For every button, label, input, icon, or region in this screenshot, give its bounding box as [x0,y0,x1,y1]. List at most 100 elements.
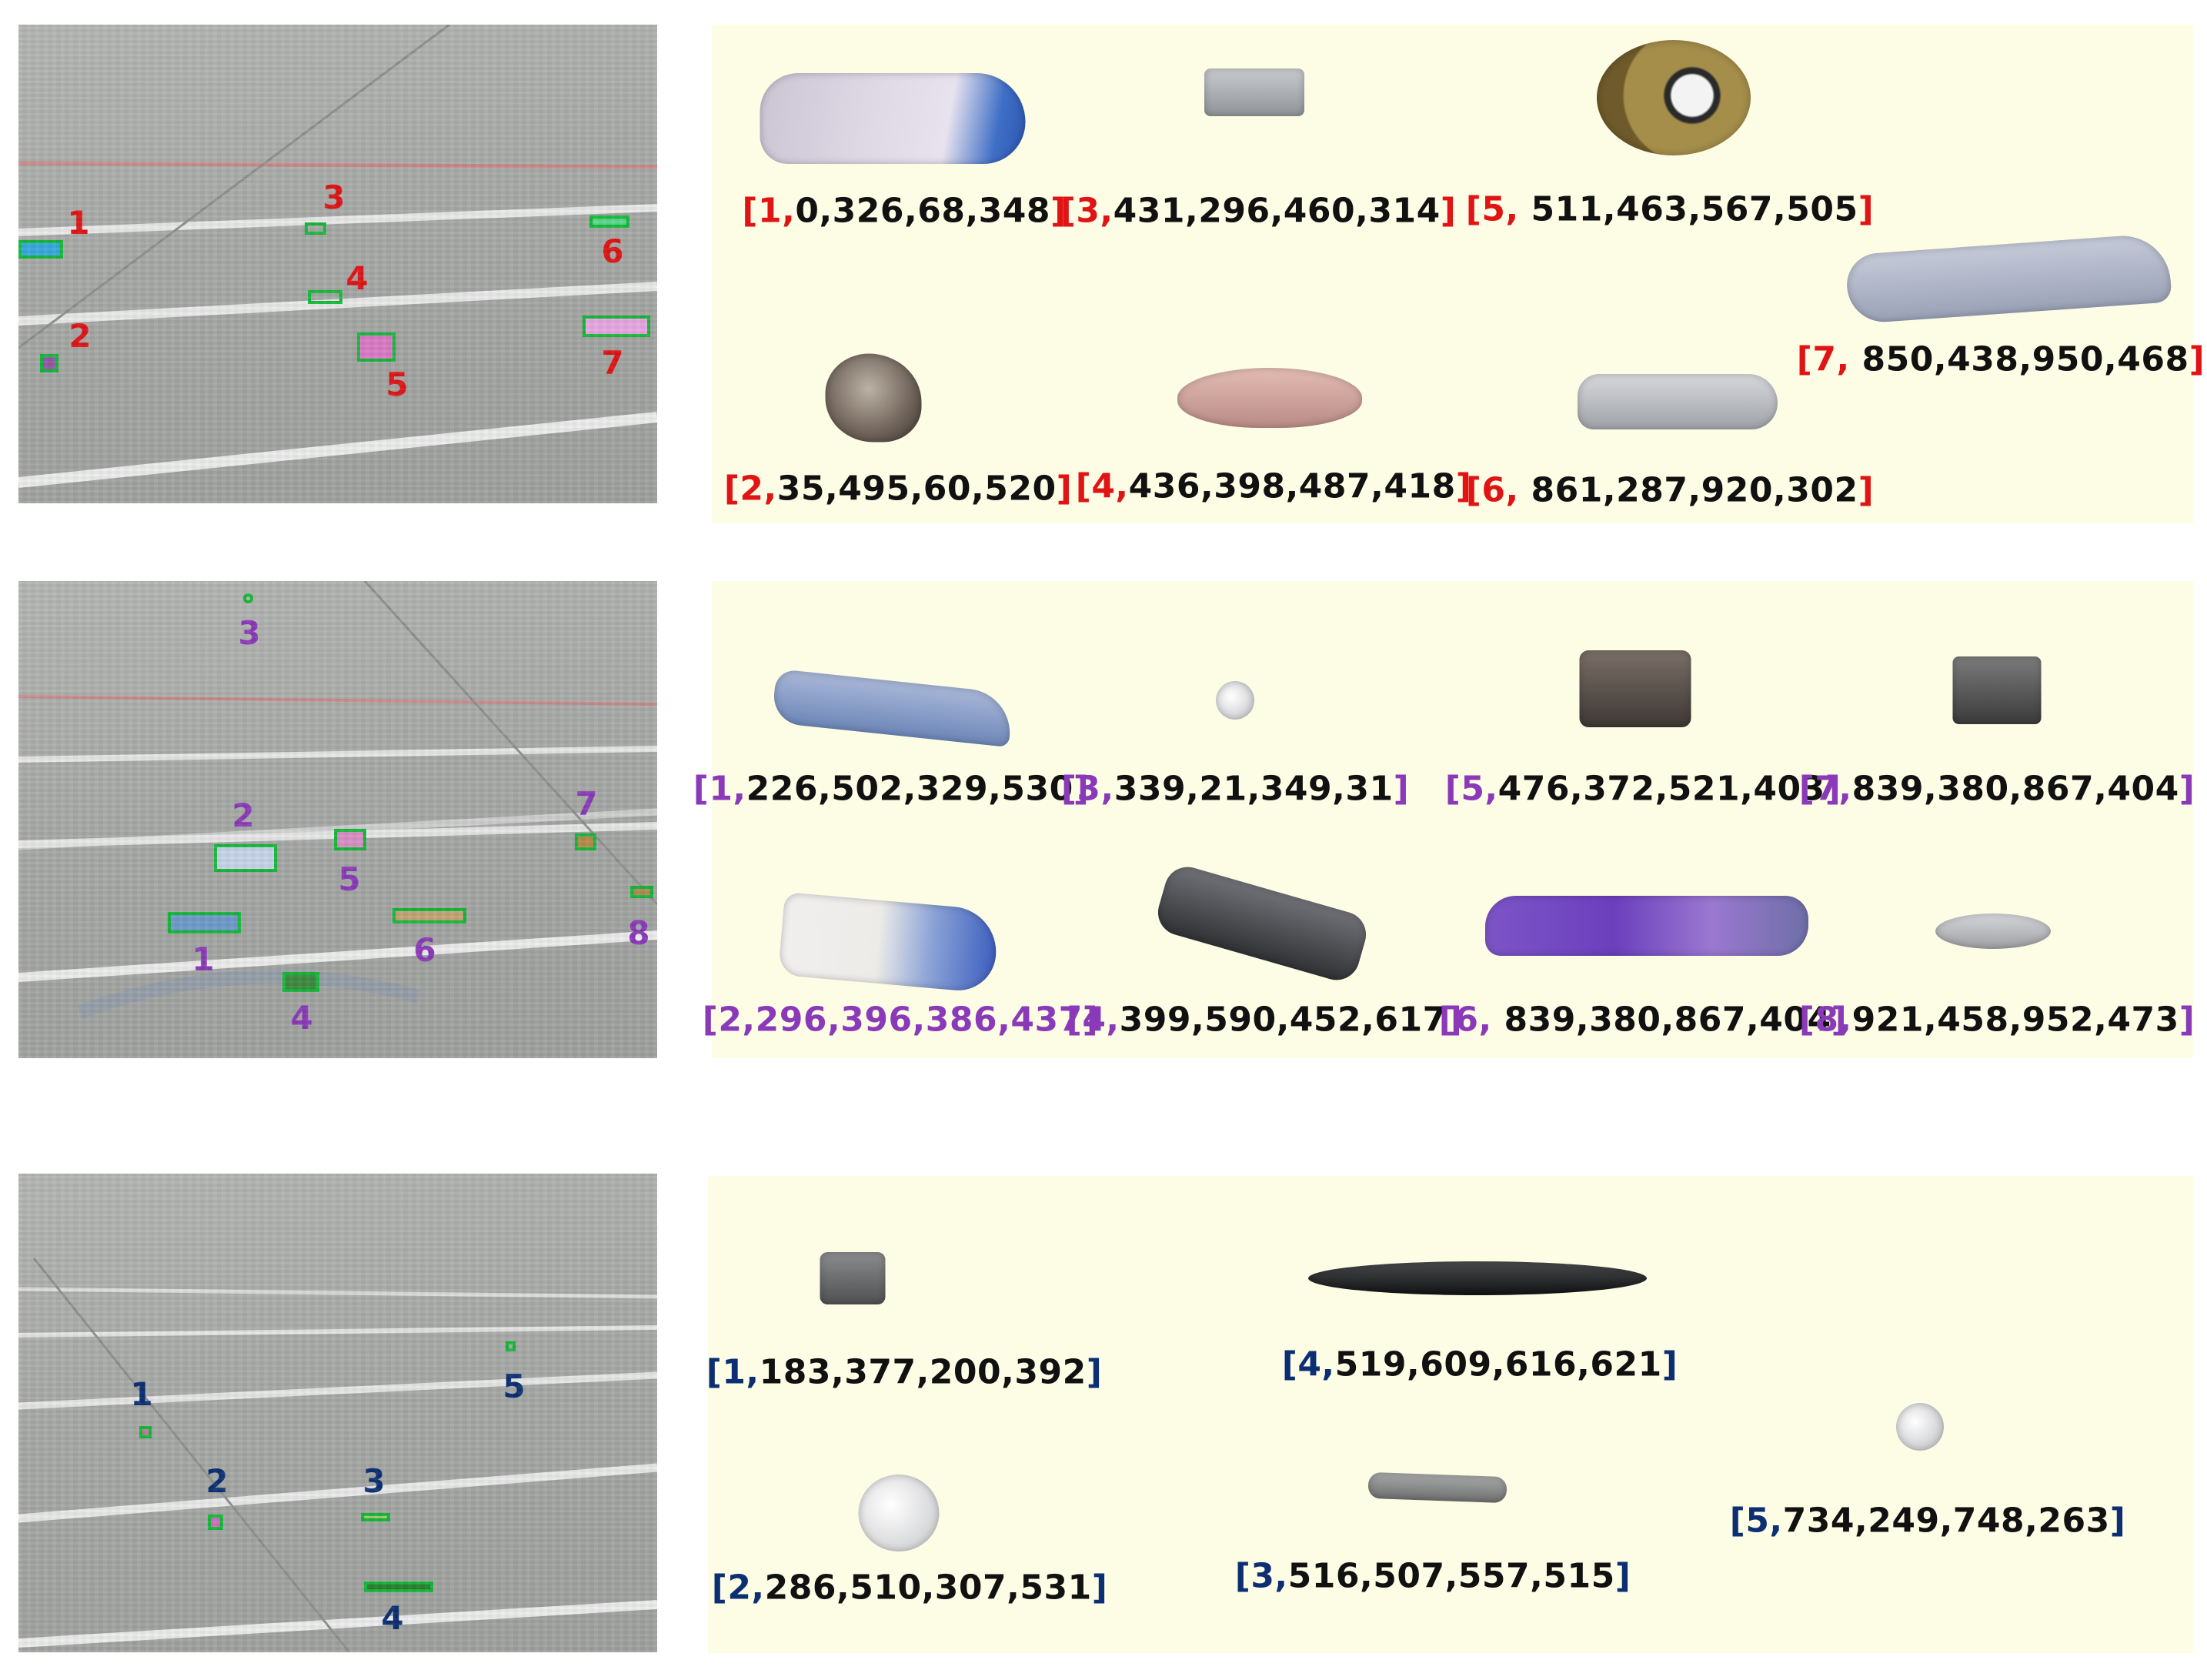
crop-panel-3: [1,183,377,200,392] [4,519,609,616,621] … [706,1176,2193,1653]
label-coords: 734,249,748,263 [1782,1501,2110,1541]
label-open-bracket: [ [1465,189,1482,229]
label-id: 3, [1250,1556,1288,1596]
debris-crop [1152,861,1372,986]
label-coords: 519,609,616,621 [1334,1344,1662,1384]
label-open-bracket: [ [1281,1344,1298,1384]
coords-label: [5,734,249,748,263] [1730,1501,2126,1541]
label-open-bracket: [ [1798,769,1815,809]
debris-crop [1896,1403,1944,1451]
runway-photo-2: 1 2 3 4 5 6 7 8 [18,581,657,1058]
label-open-bracket: [ [1729,1501,1746,1541]
label-id: 1, [709,769,746,809]
label-close-bracket: ] [2109,1501,2126,1541]
label-open-bracket: [ [711,1568,728,1608]
debris-crop [1367,1471,1508,1504]
marker-number: 2 [205,1462,229,1500]
coords-label: [2,286,510,307,531] [712,1568,1108,1608]
label-id: 2, [727,1568,765,1608]
debris-crop [1597,40,1751,155]
marker-number: 6 [413,931,436,969]
crop-panel-2: [1,226,502,329,530] [3,339,21,349,31] [5… [693,581,2195,1058]
marker-number: 6 [601,232,624,270]
debris-box-1 [139,1426,152,1438]
label-close-bracket: ] [1446,1000,1463,1040]
debris-box-7 [575,833,596,850]
debris-box-5 [357,332,396,362]
label-close-bracket: ] [1086,1352,1103,1392]
label-close-bracket: ] [1661,1344,1678,1384]
label-id: 3, [1077,769,1114,809]
label-open-bracket: [ [1060,191,1077,231]
coords-label: [6, 861,287,920,302] [1466,471,1874,510]
label-id: 6, [1481,470,1519,510]
marker-number: 7 [601,344,624,382]
coords-label: [5, 511,463,567,505] [1466,190,1874,229]
runway-markings [18,581,657,1019]
label-close-bracket: ] [1614,1556,1631,1596]
coords-label: [2,35,495,60,520] [724,469,1072,509]
label-open-bracket: [ [1066,1000,1083,1040]
debris-crop [1952,656,2042,724]
coords-label: [3,339,21,349,31] [1061,770,1409,809]
label-coords: 0,326,68,348 [795,191,1051,231]
coords-label: [7,839,380,867,404] [1799,770,2195,809]
debris-crop [1204,68,1304,116]
label-id: 4, [1082,1000,1120,1040]
debris-box-6 [392,908,466,923]
label-open-bracket: [ [1075,466,1092,506]
debris-box-5 [334,829,366,850]
runway-photo-1: 1 2 3 4 5 6 7 [18,25,657,503]
debris-crop [825,353,922,443]
marker-number: 2 [68,317,92,355]
label-open-bracket: [ [1444,769,1461,809]
label-coords: 183,377,200,392 [759,1352,1087,1392]
label-open-bracket: [ [693,769,710,809]
label-coords: 850,438,950,468 [1849,339,2189,379]
label-id: 6, [1454,1000,1492,1040]
label-open-bracket: [ [723,469,740,509]
label-id: 8, [1815,1000,1852,1040]
label-coords: 476,372,521,403 [1497,769,1825,809]
marker-number: 4 [381,1599,404,1637]
label-id: 7, [1815,769,1852,809]
runway-photo-3: 1 2 3 4 5 [18,1174,657,1652]
label-id: 2,296,396,386,437 [718,1000,1083,1040]
debris-crop [1177,368,1362,428]
coords-label: [1,226,502,329,530] [693,770,1090,809]
marker-number: 2 [232,797,255,834]
coords-label: [3,516,507,557,515] [1235,1557,1631,1596]
debris-box-6 [589,215,629,228]
label-id: 5, [1745,1501,1783,1541]
label-id: 3, [1076,191,1114,231]
coords-label: [4,399,590,452,617] [1067,1000,1463,1040]
label-close-bracket: ] [1858,470,1875,510]
marker-number: 5 [503,1368,526,1405]
label-open-bracket: [ [1234,1556,1251,1596]
label-coords: 839,380,867,404 [1851,769,2179,809]
label-close-bracket: ] [1440,191,1457,231]
label-open-bracket: [ [1438,1000,1455,1040]
debris-crop [1579,650,1691,727]
marker-number: 4 [290,999,313,1037]
label-open-bracket: [ [1060,769,1077,809]
debris-box-8 [630,886,653,898]
coords-label: [8,921,458,952,473] [1799,1000,2195,1040]
coords-label: [6, 839,380,867,404] [1439,1000,1847,1040]
label-coords: 839,380,867,404 [1491,1000,1831,1040]
debris-box-5 [506,1341,516,1351]
label-close-bracket: ] [1393,769,1410,809]
label-id: 1, [757,191,796,231]
label-coords: 286,510,307,531 [764,1568,1092,1608]
label-id: 2, [740,469,777,509]
label-close-bracket: ] [1050,191,1067,231]
debris-crop [1216,681,1254,720]
debris-box-1 [18,240,63,259]
label-close-bracket: ] [1825,769,1841,809]
label-id: 1, [722,1352,760,1392]
debris-box-3 [305,222,326,235]
label-open-bracket: [ [742,191,758,231]
coords-label: [4,519,609,616,621] [1282,1345,1678,1384]
label-open-bracket: [ [1465,470,1482,510]
label-coords: 861,287,920,302 [1518,470,1858,510]
label-close-bracket: ] [1082,1000,1099,1040]
